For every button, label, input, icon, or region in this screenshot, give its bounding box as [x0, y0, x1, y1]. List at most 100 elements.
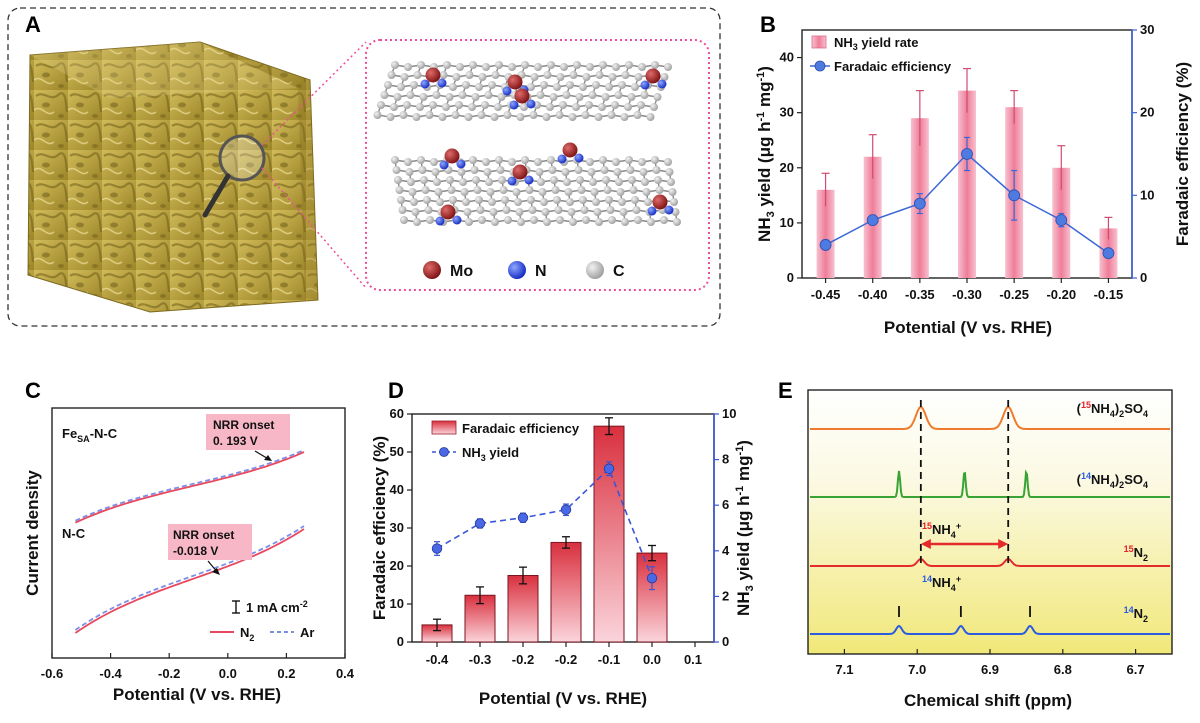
legend-bar-swatch	[811, 35, 827, 49]
chart-c-curves	[74, 449, 305, 634]
carbon-atom	[413, 71, 422, 79]
carbon-atom	[413, 218, 421, 226]
n-atom	[640, 80, 650, 90]
carbon-atom	[462, 81, 470, 89]
panel-c: C Current density -0.6 -0.4 -0.2 0.0 0.2 0.4 …	[23, 378, 355, 704]
carbon-atom	[592, 81, 600, 89]
carbon-atom	[475, 83, 483, 91]
y-tick-label-left: 0	[397, 634, 404, 649]
n-atom	[435, 216, 445, 226]
onset-1-title: NRR onset	[213, 418, 274, 432]
carbon-atom	[449, 196, 457, 204]
carbon-atom	[581, 111, 590, 119]
graphene-layers	[373, 61, 681, 226]
panel-label-b: B	[760, 12, 776, 37]
carbon-atom	[494, 103, 502, 111]
carbon-atom	[536, 91, 545, 99]
y-tick-label-left: 20	[390, 558, 404, 573]
carbon-atom	[576, 176, 584, 184]
carbon-atom	[527, 83, 535, 91]
carbon-atom	[476, 206, 485, 214]
y-tick-label-left: 40	[780, 50, 794, 65]
y-tick-label-left: 40	[390, 482, 404, 497]
carbon-atom	[588, 91, 597, 99]
carbon-atom	[462, 198, 470, 206]
carbon-atom	[568, 113, 577, 121]
carbon-atom	[471, 93, 480, 101]
x-tick-label: 0.2	[277, 666, 295, 681]
carbon-atom	[543, 71, 552, 79]
carbon-atom	[599, 156, 607, 164]
y-tick-label-left: 50	[390, 444, 404, 459]
x-tick-label: -0.25	[999, 287, 1029, 302]
zoom-line-bottom	[261, 167, 367, 289]
carbon-atom	[429, 101, 437, 109]
carbon-atom	[424, 206, 433, 214]
carbon-atom	[548, 166, 557, 174]
carbon-atom	[445, 93, 454, 101]
carbon-atom	[608, 73, 617, 81]
x-tick-label: -0.2	[555, 652, 577, 667]
carbon-atom	[534, 63, 542, 71]
carbon-atom	[580, 206, 589, 214]
carbon-atom	[517, 218, 525, 226]
carbon-atom	[443, 61, 451, 69]
carbon-atom	[605, 83, 613, 91]
carbon-atom	[605, 196, 613, 204]
carbon-atom	[668, 188, 677, 196]
carbon-atom	[634, 73, 643, 81]
carbon-atom	[481, 101, 489, 109]
carbon-atom	[472, 176, 480, 184]
carbon-atom	[592, 198, 600, 206]
graphene-atoms-top	[373, 61, 672, 121]
carbon-atom	[484, 91, 493, 99]
legend-b-yield: NH3 yield rate	[834, 35, 919, 52]
carbon-atom	[553, 196, 561, 204]
curve-label-fesa: FeSA-N-C	[62, 426, 118, 444]
mo-atom	[512, 164, 528, 180]
carbon-atom	[612, 158, 620, 166]
n-atom	[524, 175, 534, 185]
carbon-atom	[490, 113, 499, 121]
yield-point	[474, 518, 486, 529]
carbon-atom	[646, 113, 655, 121]
chart-e-axes: 7.1 7.0 6.9 6.8 6.7	[835, 649, 1145, 677]
chart-d-line	[431, 461, 658, 591]
carbon-atom	[514, 198, 522, 206]
carbon-atom	[573, 61, 581, 69]
carbon-atom	[451, 111, 460, 119]
carbon-atom	[525, 186, 534, 194]
carbon-atom	[377, 101, 385, 109]
carbon-atom	[410, 198, 418, 206]
carbon-atom	[430, 158, 438, 166]
yield-line	[436, 467, 653, 579]
carbon-atom	[638, 158, 646, 166]
bar-fe	[636, 552, 668, 643]
carbon-atom	[495, 156, 503, 164]
carbon-atom	[634, 216, 642, 224]
carbon-atom	[412, 113, 421, 121]
carbon-atom	[470, 166, 479, 174]
carbon-atom	[602, 176, 610, 184]
carbon-atom	[380, 91, 389, 99]
carbon-atom	[508, 63, 516, 71]
chart-b-line	[819, 136, 1115, 260]
y-tick-label-right: 4	[722, 543, 730, 558]
carbon-atom	[540, 81, 548, 89]
carbon-atom	[463, 208, 472, 216]
carbon-atom	[468, 103, 476, 111]
n-atom	[647, 206, 657, 216]
carbon-atom	[390, 103, 398, 111]
chart-b-xlabel: Potential (V vs. RHE)	[884, 318, 1052, 337]
carbon-atom	[624, 103, 632, 111]
n-atom	[437, 78, 447, 88]
x-tick-label: -0.2	[158, 666, 180, 681]
scale-bar-label: 1 mA cm-2	[246, 599, 308, 615]
carbon-atom	[670, 198, 678, 206]
fe-point	[1102, 247, 1115, 260]
onset-callout-2: NRR onset -0.018 V	[168, 524, 252, 575]
carbon-atom	[416, 103, 424, 111]
carbon-atom	[418, 166, 427, 174]
carbon-atom	[566, 81, 574, 89]
y-tick-label-left: 0	[787, 270, 794, 285]
